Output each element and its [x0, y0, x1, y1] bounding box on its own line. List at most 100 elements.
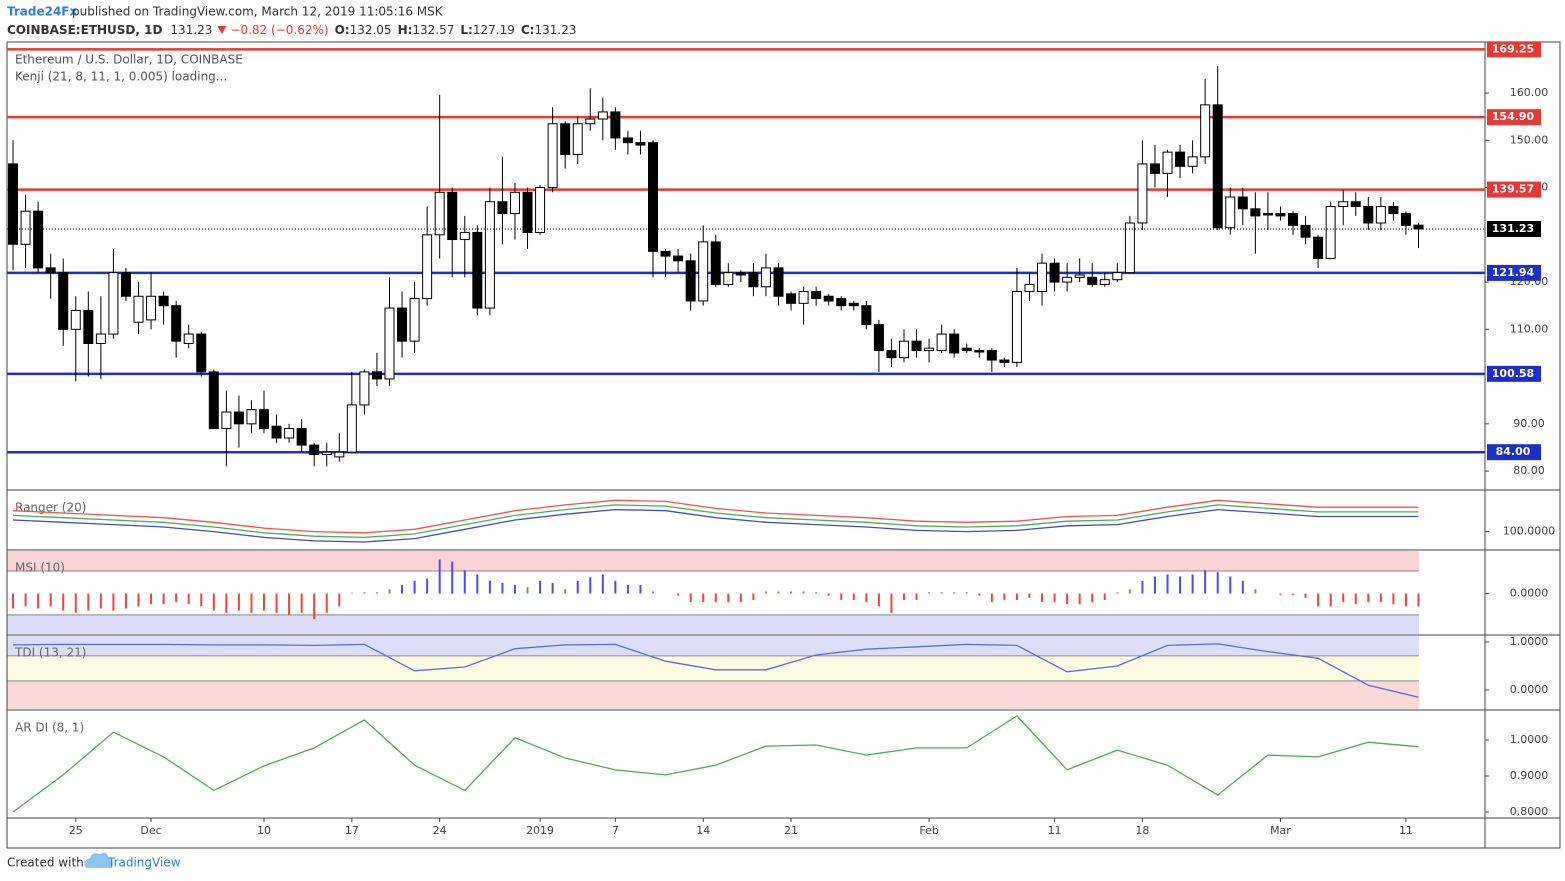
candle-body	[911, 340, 922, 352]
candle-body	[1413, 224, 1424, 230]
candle-body	[484, 201, 495, 309]
histogram-bar	[438, 559, 441, 594]
candle-body	[999, 359, 1010, 363]
candle-body	[309, 444, 320, 456]
y-tick-label: 160.00	[1510, 86, 1549, 99]
histogram-bar	[463, 570, 466, 594]
candle-body	[1313, 236, 1324, 259]
candle-body	[70, 309, 81, 330]
candle-body	[522, 191, 533, 233]
histogram-bar	[526, 587, 529, 594]
histogram-bar	[564, 589, 567, 594]
histogram-bar	[689, 593, 692, 603]
histogram-bar	[1241, 580, 1244, 594]
histogram-bar	[112, 593, 115, 611]
histogram-bar	[401, 585, 404, 594]
candle-body	[698, 241, 709, 302]
histogram-bar	[965, 592, 968, 594]
middle-band	[7, 655, 1419, 681]
upper-band	[7, 551, 1419, 572]
histogram-bar	[1204, 570, 1207, 594]
down-arrow	[217, 26, 227, 34]
low: 127.19	[473, 23, 515, 37]
histogram-bar	[413, 580, 416, 594]
candle-body	[936, 333, 947, 352]
candle-body	[786, 293, 797, 304]
price-label-box	[1487, 181, 1541, 198]
histogram-bar	[501, 582, 504, 594]
histogram-bar	[626, 585, 629, 594]
y-tick-label: 110.00	[1510, 322, 1549, 335]
histogram-bar	[1216, 572, 1219, 594]
histogram-bar	[476, 574, 479, 594]
price-label: 131.23	[1492, 222, 1534, 235]
candle-body	[974, 350, 985, 353]
price-label: 169.25	[1492, 42, 1534, 55]
candle-body	[961, 347, 972, 352]
price-label-box	[1487, 365, 1541, 382]
candle-body	[1024, 283, 1035, 293]
histogram-bar	[978, 593, 981, 596]
candle-body	[509, 191, 520, 215]
histogram-bar	[752, 593, 755, 600]
candle-body	[108, 272, 119, 335]
histogram-bar	[677, 593, 680, 596]
candle-body	[120, 272, 131, 297]
candle-body	[924, 347, 935, 352]
histogram-bar	[890, 593, 893, 613]
histogram-bar	[902, 593, 905, 600]
candle-body	[1325, 205, 1336, 259]
histogram-bar	[1078, 593, 1081, 605]
price-label-box	[1487, 41, 1541, 58]
price-label: 139.57	[1492, 183, 1534, 196]
histogram-bar	[815, 592, 818, 594]
histogram-bar	[250, 593, 253, 613]
price-label: 84.00	[1496, 445, 1531, 458]
y-tick-label: 1.0000	[1510, 635, 1549, 648]
symbol: COINBASE:ETHUSD, 1D	[7, 23, 162, 37]
histogram-bar	[1028, 593, 1031, 598]
histogram-bar	[426, 578, 429, 594]
histogram-bar	[1254, 589, 1257, 594]
candle-body	[1049, 262, 1060, 283]
histogram-bar	[1003, 593, 1006, 600]
candle-body	[886, 350, 897, 359]
price-label-box	[1487, 264, 1541, 281]
histogram-bar	[300, 593, 303, 613]
candle-body	[447, 191, 458, 241]
candle-body	[1262, 213, 1273, 216]
indicator-line	[12, 715, 1419, 813]
candle-body	[1187, 156, 1198, 167]
candle-body	[321, 451, 332, 456]
candle-body	[1250, 208, 1261, 217]
lower-band	[7, 614, 1419, 634]
histogram-bar	[1392, 593, 1395, 605]
candle-body	[648, 142, 659, 252]
open: 132.05	[350, 23, 392, 37]
candle-body	[572, 123, 583, 155]
candle-body	[1275, 213, 1286, 217]
published: published on TradingView.com, March 12, …	[72, 5, 444, 19]
histogram-bar	[212, 593, 215, 611]
candle-body	[221, 411, 232, 430]
histogram-bar	[338, 593, 341, 607]
candle-body	[146, 295, 157, 321]
candle-body	[246, 409, 257, 425]
x-tick-label: 25	[69, 824, 83, 837]
histogram-bar	[150, 593, 153, 605]
candle-body	[472, 231, 483, 309]
candle-body	[1087, 276, 1098, 285]
candle-body	[284, 428, 295, 439]
upper-band	[7, 636, 1419, 656]
x-tick-label: 18	[1135, 824, 1149, 837]
histogram-bar	[576, 580, 579, 594]
price-label: 100.58	[1492, 367, 1534, 380]
histogram-bar	[614, 580, 617, 594]
histogram-bar	[1053, 593, 1056, 603]
candle-body	[1037, 262, 1048, 293]
candle-body	[409, 298, 420, 342]
candle-body	[535, 187, 546, 233]
candle-body	[1288, 213, 1299, 226]
x-tick-label: 24	[433, 824, 447, 837]
